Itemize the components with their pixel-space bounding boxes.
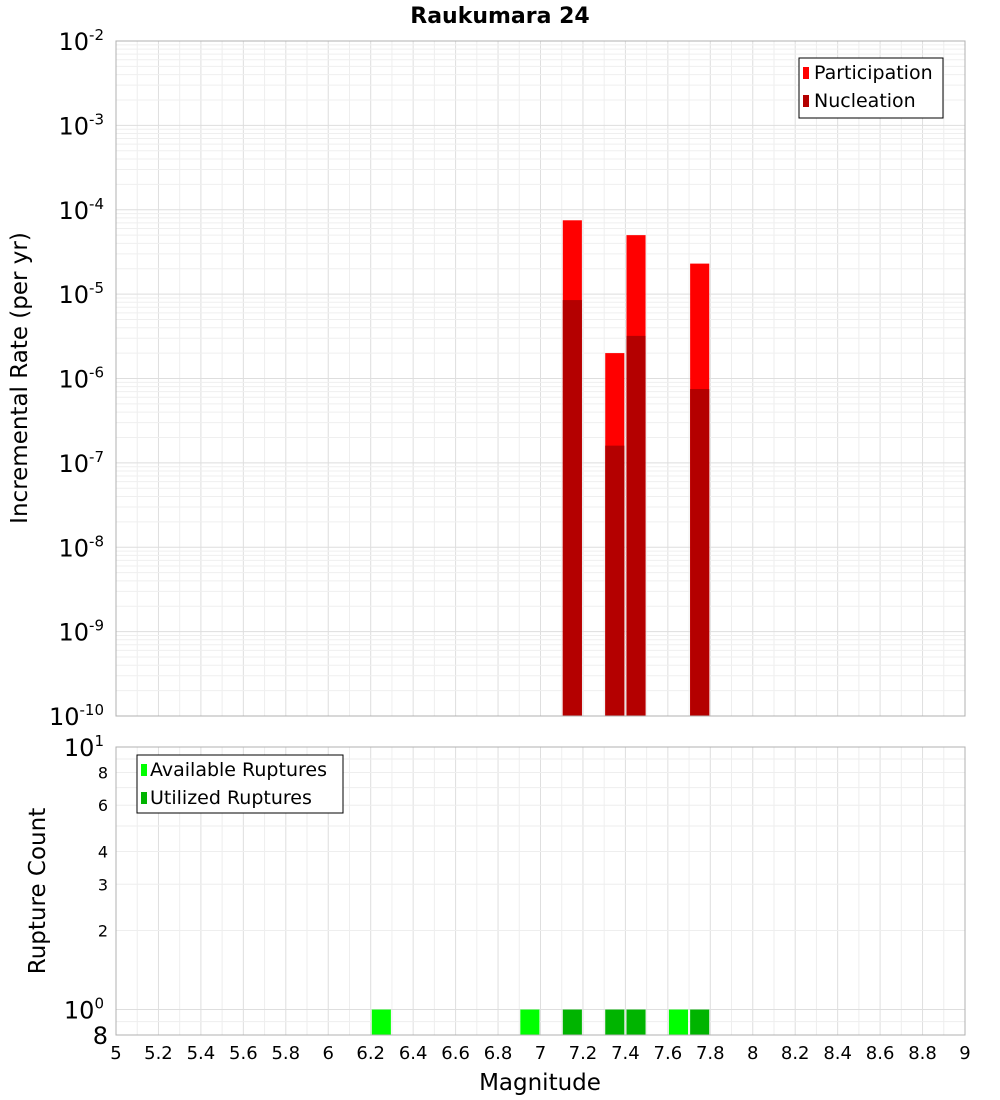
bar-available-ruptures bbox=[520, 1009, 540, 1035]
y-tick-label: 6 bbox=[98, 796, 108, 815]
rate-plot-border bbox=[115, 40, 966, 717]
x-tick-label: 5.2 bbox=[144, 1043, 173, 1064]
y-tick-label: 8 bbox=[98, 763, 108, 782]
y-tick-label: 10-4 bbox=[58, 195, 104, 225]
count-plot-border bbox=[115, 746, 966, 1036]
bar-utilized-ruptures bbox=[605, 1009, 625, 1035]
y-tick-label: 10-9 bbox=[58, 617, 104, 647]
bar-available-ruptures bbox=[668, 1009, 689, 1035]
bar-utilized-ruptures bbox=[626, 1009, 646, 1035]
x-tick-label: 5.4 bbox=[187, 1043, 216, 1064]
bar-nucleation bbox=[626, 335, 646, 716]
rate-legend: Participation Nucleation bbox=[798, 57, 944, 119]
bar-utilized-ruptures bbox=[562, 1009, 582, 1035]
x-axis-label: Magnitude bbox=[479, 1070, 601, 1096]
x-tick-label: 7 bbox=[535, 1043, 546, 1064]
legend-label-nucleation: Nucleation bbox=[814, 90, 916, 112]
legend-swatch-participation bbox=[803, 67, 809, 79]
y-tick-label: 10-3 bbox=[58, 110, 104, 140]
bar-nucleation bbox=[690, 389, 710, 716]
x-tick-label: 8.6 bbox=[866, 1043, 895, 1064]
y-tick-label: 4 bbox=[98, 842, 108, 861]
y-tick-label: 10-8 bbox=[58, 532, 104, 562]
bar-nucleation bbox=[562, 300, 582, 716]
x-tick-labels: 5 5.2 5.4 5.6 5.8 6 6.2 6.4 6.6 6.8 7 7.2 7.4 7.6 7.8 8… bbox=[110, 1043, 970, 1064]
x-tick-label: 5.6 bbox=[229, 1043, 258, 1064]
rate-legend-box bbox=[798, 57, 944, 119]
chart-title: Raukumara 24 bbox=[410, 4, 589, 29]
y-tick-label: 100 bbox=[64, 995, 104, 1025]
rate-bars bbox=[562, 220, 710, 717]
x-tick-label: 8 bbox=[747, 1043, 758, 1064]
x-tick-label: 7.2 bbox=[569, 1043, 598, 1064]
x-tick-label: 5.8 bbox=[271, 1043, 300, 1064]
bar-nucleation bbox=[605, 445, 625, 716]
x-tick-label: 6.6 bbox=[441, 1043, 470, 1064]
y-tick-label: 10-6 bbox=[58, 364, 104, 394]
x-tick-label: 7.4 bbox=[611, 1043, 640, 1064]
y-tick-label: 10-2 bbox=[58, 26, 104, 56]
count-y-axis-label: Rupture Count bbox=[25, 808, 51, 974]
x-tick-label: 8.4 bbox=[823, 1043, 852, 1064]
legend-swatch-utilized-ruptures bbox=[141, 792, 147, 804]
y-tick-label: 8 bbox=[93, 1022, 108, 1050]
count-bars bbox=[371, 1009, 710, 1035]
legend-swatch-available-ruptures bbox=[141, 764, 147, 776]
x-tick-label: 8.2 bbox=[781, 1043, 810, 1064]
x-tick-label: 8.8 bbox=[908, 1043, 937, 1064]
x-tick-label: 5 bbox=[110, 1043, 121, 1064]
x-tick-label: 6 bbox=[323, 1043, 334, 1064]
y-tick-label: 101 bbox=[64, 732, 104, 762]
x-tick-label: 6.4 bbox=[399, 1043, 428, 1064]
count-legend-box bbox=[136, 754, 344, 814]
y-tick-label: 3 bbox=[98, 875, 108, 894]
legend-swatch-nucleation bbox=[803, 95, 809, 107]
y-tick-label: 10-7 bbox=[58, 448, 104, 478]
x-tick-label: 7.8 bbox=[696, 1043, 725, 1064]
rate-y-axis-label: Incremental Rate (per yr) bbox=[7, 232, 33, 524]
bar-utilized-ruptures bbox=[690, 1009, 710, 1035]
x-tick-label: 9 bbox=[959, 1043, 970, 1064]
y-tick-label: 10-5 bbox=[58, 279, 104, 309]
y-tick-label: 10-10 bbox=[49, 701, 104, 731]
bar-available-ruptures bbox=[371, 1009, 391, 1035]
x-tick-label: 6.2 bbox=[356, 1043, 385, 1064]
x-tick-label: 6.8 bbox=[484, 1043, 513, 1064]
y-tick-label: 2 bbox=[98, 922, 108, 941]
x-tick-label: 7.6 bbox=[654, 1043, 683, 1064]
count-legend: Available Ruptures Utilized Ruptures bbox=[136, 754, 344, 814]
rate-y-tick-labels: 10-10 10-9 10-8 10-7 10-6 10-5 10-4 10-3 10-2 bbox=[49, 26, 104, 731]
rate-gridlines bbox=[115, 41, 966, 717]
legend-label-available-ruptures: Available Ruptures bbox=[150, 759, 327, 781]
legend-label-utilized-ruptures: Utilized Ruptures bbox=[150, 787, 312, 809]
legend-label-participation: Participation bbox=[814, 62, 933, 84]
